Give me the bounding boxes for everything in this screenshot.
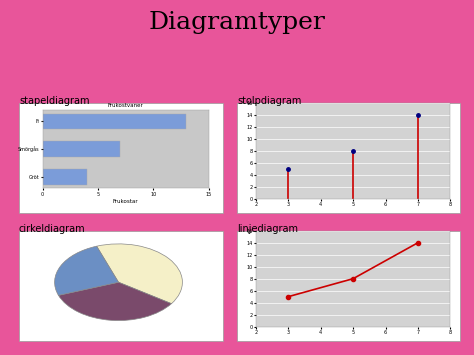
Text: stolpdiagram: stolpdiagram [237,96,301,106]
Wedge shape [55,246,118,295]
Legend: Gröt, Smörgås, Fi: Gröt, Smörgås, Fi [266,271,300,294]
Wedge shape [97,244,182,304]
Bar [43,169,87,185]
Text: linjediagram: linjediagram [237,224,298,234]
Text: Diagramtyper: Diagramtyper [148,11,326,34]
Bar [43,114,186,129]
Text: cirkeldiagram: cirkeldiagram [19,224,86,234]
Wedge shape [58,282,172,321]
Bar [43,141,120,157]
Text: stapeldiagram: stapeldiagram [19,96,90,106]
Title: Frukostvaner: Frukostvaner [108,103,144,108]
X-axis label: Frukostar: Frukostar [113,200,138,204]
